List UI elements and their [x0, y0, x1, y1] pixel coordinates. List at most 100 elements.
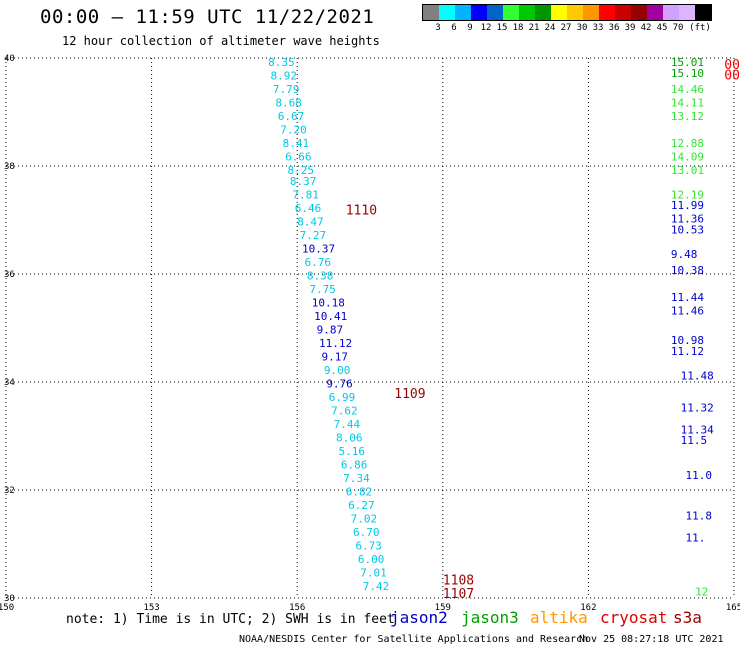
wave-height-label: 8.68	[275, 97, 302, 110]
x-tick-label: 162	[580, 603, 596, 613]
wave-height-label: 6.67	[278, 110, 305, 123]
legend-tick-label: 36	[608, 23, 620, 33]
wave-height-label: 7.34	[343, 472, 370, 485]
legend-tick-label: 3	[435, 23, 441, 33]
wave-height-label: 11.34	[681, 423, 714, 436]
y-tick-label: 40	[4, 54, 15, 64]
wave-height-label: 10.38	[671, 264, 704, 277]
wave-height-label: 11.5	[681, 434, 708, 447]
wave-height-label: 7.44	[334, 418, 361, 431]
legend-tick-label: 18	[512, 23, 524, 33]
track-time-label: 1108	[443, 574, 474, 589]
legend-tick-label: 15	[496, 23, 508, 33]
y-tick-label: 34	[4, 378, 15, 388]
legend-swatch	[679, 5, 695, 20]
wave-height-label: 15.01	[671, 56, 704, 69]
credit-text: NOAA/NESDIS Center for Satellite Applica…	[239, 634, 589, 645]
wave-height-label: 10.37	[302, 242, 335, 255]
legend-tick-label: (ft)	[689, 23, 711, 33]
wave-height-label: 10.98	[671, 334, 704, 347]
wave-height-label: 7.27	[300, 229, 327, 242]
wave-height-label: 11.32	[681, 402, 714, 415]
legend-swatch	[423, 5, 439, 20]
y-tick-label: 38	[4, 162, 15, 172]
legend-tick-label: 33	[592, 23, 604, 33]
legend-tick-label: 12	[480, 23, 492, 33]
wave-height-label: 8.41	[283, 137, 310, 150]
wave-height-label: 8.38	[307, 269, 334, 282]
legend-tick-label: 6	[451, 23, 457, 33]
wave-height-label: 7.01	[360, 566, 387, 579]
legend-swatch	[535, 5, 551, 20]
wave-height-label: 6.66	[285, 151, 312, 164]
satellite-label-jason2: jason2	[390, 608, 448, 627]
legend-tick-label: 42	[640, 23, 652, 33]
satellite-label-altika: altika	[530, 608, 588, 627]
wave-height-label: 11.12	[319, 337, 352, 350]
legend-swatch	[695, 5, 711, 20]
legend-swatch	[455, 5, 471, 20]
wave-height-label: 10.41	[314, 310, 347, 323]
chart-title: 00:00 – 11:59 UTC 11/22/2021	[40, 6, 375, 28]
wave-height-label: 6.76	[304, 256, 331, 269]
wave-height-label: 7.81	[292, 188, 319, 201]
wave-height-label: 8.35	[268, 56, 295, 69]
legend-swatch	[471, 5, 487, 20]
wave-height-label: 8.47	[297, 215, 324, 228]
legend-tick-label: 45	[656, 23, 668, 33]
chart-subtitle: 12 hour collection of altimeter wave hei…	[62, 34, 380, 48]
legend-swatches	[422, 4, 712, 21]
x-tick-label: 150	[0, 603, 14, 613]
legend-swatch	[647, 5, 663, 20]
wave-height-label: 10.18	[312, 296, 345, 309]
wave-height-label: 12.19	[671, 188, 704, 201]
y-tick-label: 32	[4, 486, 15, 496]
wave-height-label: 11.44	[671, 291, 704, 304]
grid-lines	[5, 57, 735, 599]
legend-swatch	[599, 5, 615, 20]
satellite-label-jason3: jason3	[461, 608, 519, 627]
wave-height-label: 6.46	[295, 202, 322, 215]
generation-timestamp: Nov 25 08:27:18 UTC 2021	[579, 634, 724, 645]
wave-height-label: 9.87	[317, 323, 344, 336]
legend-tick-label: 24	[544, 23, 556, 33]
wave-height-label: 6.99	[329, 391, 356, 404]
wave-height-label: 11.48	[681, 369, 714, 382]
wave-height-label: 7.79	[273, 83, 300, 96]
wave-height-label: 13.12	[671, 110, 704, 123]
legend-tick-label: 21	[528, 23, 540, 33]
color-legend: 3 6 9 12 15 18 21 24 27 30 33 36 39 42 45 70 (ft)	[422, 4, 712, 35]
legend-swatch	[583, 5, 599, 20]
wave-height-label: 9.00	[324, 364, 351, 377]
wave-height-label: 11.	[685, 531, 705, 544]
x-tick-label: 153	[143, 603, 159, 613]
wave-height-label: 7.02	[351, 512, 378, 525]
legend-swatch	[439, 5, 455, 20]
wave-height-label: 9.48	[671, 248, 698, 261]
legend-swatch	[551, 5, 567, 20]
wave-height-label: 9.76	[326, 377, 353, 390]
legend-swatch	[503, 5, 519, 20]
track-time-label: 001	[724, 58, 740, 73]
track-time-label: 00	[724, 69, 740, 84]
legend-swatch	[615, 5, 631, 20]
x-tick-label: 165	[726, 603, 740, 613]
wave-height-label: 15.10	[671, 67, 704, 80]
legend-tick-labels: 3 6 9 12 15 18 21 24 27 30 33 36 39 42 45 70 (ft)	[422, 21, 712, 35]
wave-height-label: 6.00	[358, 553, 385, 566]
wave-height-label: 14.11	[671, 97, 704, 110]
wave-height-label: 7.62	[331, 404, 358, 417]
legend-swatch	[631, 5, 647, 20]
track-time-label: 1107	[443, 587, 474, 602]
legend-swatch	[663, 5, 679, 20]
wave-height-label: 6.73	[355, 539, 382, 552]
wave-height-label: 11.36	[671, 213, 704, 226]
y-tick-label: 30	[4, 594, 15, 604]
wave-height-label: 14.46	[671, 83, 704, 96]
satellite-label-cryosat: cryosat	[600, 608, 668, 627]
axis-tick-labels: 150 153 156 159 162 165 30 32 34 36 38 40	[0, 54, 740, 613]
legend-tick-label: 9	[467, 23, 473, 33]
wave-height-label: 8.37	[290, 175, 317, 188]
track-time-label: 1109	[394, 387, 425, 402]
